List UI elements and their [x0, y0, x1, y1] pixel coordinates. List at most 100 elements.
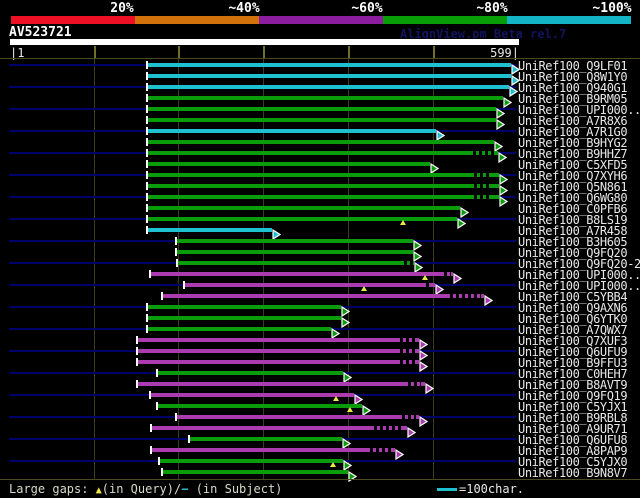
alignment-bar[interactable]	[148, 228, 272, 232]
bar-start-cap	[146, 303, 148, 311]
alignment-bar[interactable]	[148, 96, 503, 100]
alignment-bar[interactable]	[163, 470, 348, 474]
hit-label[interactable]: UniRef100_B9HYG2	[518, 136, 628, 150]
hit-label[interactable]: UniRef100_Q7XUF3	[518, 334, 628, 348]
bar-start-cap	[146, 127, 148, 135]
hit-label[interactable]: UniRef100_Q9FQ20-2	[518, 257, 640, 271]
hit-label[interactable]: UniRef100_Q8W1Y0	[518, 70, 628, 84]
hit-label[interactable]: UniRef100_Q9FQ20	[518, 246, 628, 260]
hit-label[interactable]: UniRef100_Q9FQ19	[518, 389, 628, 403]
hit-label[interactable]: UniRef100_A7R8X6	[518, 114, 628, 128]
hit-label[interactable]: UniRef100_B9FFU3	[518, 356, 628, 370]
scale-label: ~60%	[351, 1, 383, 16]
hit-label[interactable]: UniRef100_B8LS19	[518, 213, 628, 227]
subject-gap-dashes	[444, 272, 451, 276]
bar-start-cap	[146, 72, 148, 80]
alignment-bar[interactable]	[151, 393, 354, 397]
hit-label[interactable]: UniRef100_A7R458	[518, 224, 628, 238]
hit-label[interactable]: UniRef100_Q7XYH6	[518, 169, 628, 183]
hit-label[interactable]: UniRef100_C5XFD5	[518, 158, 628, 172]
alignment-bar[interactable]	[148, 85, 509, 89]
scale-label: 20%	[110, 1, 134, 16]
hit-label[interactable]: UniRef100_C5YBB4	[518, 290, 628, 304]
bar-start-cap	[146, 94, 148, 102]
scale-label: ~100%	[592, 1, 632, 16]
ruler-separator	[0, 58, 640, 59]
alignment-bar[interactable]	[151, 272, 453, 276]
alignment-bar[interactable]	[148, 173, 499, 177]
alignment-bar[interactable]	[158, 404, 362, 408]
bar-start-cap	[136, 380, 138, 388]
alignment-bar[interactable]	[148, 151, 498, 155]
hit-label[interactable]: UniRef100_Q6WG80	[518, 191, 628, 205]
alignment-bar[interactable]	[138, 338, 419, 342]
alignment-bar[interactable]	[148, 74, 511, 78]
alignment-bar[interactable]	[148, 316, 341, 320]
hit-label[interactable]: UniRef100_A7R1G0	[518, 125, 628, 139]
hit-label[interactable]: UniRef100_Q9LF01	[518, 59, 628, 73]
hit-label[interactable]: UniRef100_A9UR71	[518, 422, 628, 436]
alignment-bar[interactable]	[138, 382, 425, 386]
bar-arrowhead-icon	[499, 181, 509, 200]
scale-segment-5	[507, 16, 631, 24]
hit-label[interactable]: UniRef100_B8AVT9	[518, 378, 628, 392]
hit-label[interactable]: UniRef100_B9RM05	[518, 92, 628, 106]
hit-label[interactable]: UniRef100_C0PFB6	[518, 202, 628, 216]
hit-label[interactable]: UniRef100_UPI000..	[518, 268, 640, 282]
hit-label[interactable]: UniRef100_Q5N861	[518, 180, 628, 194]
hit-label[interactable]: UniRef100_UPI000..	[518, 103, 640, 117]
alignment-bar[interactable]	[158, 371, 343, 375]
hit-label[interactable]: UniRef100_A8PAP9	[518, 444, 628, 458]
hit-label[interactable]: UniRef100_B9N8V7	[518, 466, 628, 480]
hit-label[interactable]: UniRef100_C5YJX0	[518, 455, 628, 469]
alignment-bar[interactable]	[148, 140, 494, 144]
alignment-bar[interactable]	[148, 107, 496, 111]
hit-label[interactable]: UniRef100_B9HHZ7	[518, 147, 628, 161]
alignment-bar[interactable]	[138, 349, 419, 353]
hit-label[interactable]: UniRef100_B9RBL8	[518, 411, 628, 425]
scale-segment-1	[11, 16, 135, 24]
alignment-bar[interactable]	[138, 360, 419, 364]
bar-start-cap	[146, 138, 148, 146]
alignment-bar[interactable]	[163, 294, 484, 298]
hit-label[interactable]: UniRef100_Q9AXN6	[518, 301, 628, 315]
alignment-bar[interactable]	[177, 415, 419, 419]
alignment-bar[interactable]	[148, 305, 341, 309]
hit-label[interactable]: UniRef100_Q6UFU9	[518, 345, 628, 359]
ruler-tick	[263, 46, 265, 58]
alignment-bar[interactable]	[185, 283, 435, 287]
subject-gap-dashes	[400, 349, 416, 353]
hit-label[interactable]: UniRef100_B3H605	[518, 235, 628, 249]
bar-arrowhead-icon	[342, 434, 352, 453]
hit-label[interactable]: UniRef100_Q6UFU8	[518, 433, 628, 447]
alignment-bar[interactable]	[152, 448, 395, 452]
alignment-bar[interactable]	[178, 261, 414, 265]
alignment-bar[interactable]	[148, 195, 499, 199]
bar-start-cap	[158, 457, 160, 465]
hit-label[interactable]: UniRef100_Q6YTK0	[518, 312, 628, 326]
hit-label[interactable]: UniRef100_A7QWX7	[518, 323, 628, 337]
alignment-bar[interactable]	[177, 239, 413, 243]
hit-label[interactable]: UniRef100_Q940G1	[518, 81, 628, 95]
bar-start-cap	[146, 116, 148, 124]
alignment-bar[interactable]	[148, 206, 460, 210]
alignment-bar[interactable]	[148, 162, 430, 166]
alignment-bar[interactable]	[148, 327, 331, 331]
alignment-bar[interactable]	[177, 250, 413, 254]
alignment-bar[interactable]	[160, 459, 343, 463]
alignment-bar[interactable]	[148, 63, 511, 67]
alignment-bar[interactable]	[152, 426, 407, 430]
alignment-bar[interactable]	[148, 184, 499, 188]
subject-gap-dashes	[370, 448, 391, 452]
alignment-bar[interactable]	[190, 437, 342, 441]
alignment-bar[interactable]	[148, 217, 457, 221]
hit-label[interactable]: UniRef100_C0HEH7	[518, 367, 628, 381]
hit-label[interactable]: UniRef100_UPI000..	[518, 279, 640, 293]
bar-arrowhead-icon	[496, 115, 506, 134]
alignment-bar[interactable]	[148, 129, 436, 133]
gaps-legend-query-text: (in Query)/	[101, 482, 182, 496]
bar-arrowhead-icon	[511, 60, 521, 79]
hit-label[interactable]: UniRef100_C5YJX1	[518, 400, 628, 414]
alignment-bar[interactable]	[148, 118, 496, 122]
bar-arrowhead-icon	[343, 368, 353, 387]
